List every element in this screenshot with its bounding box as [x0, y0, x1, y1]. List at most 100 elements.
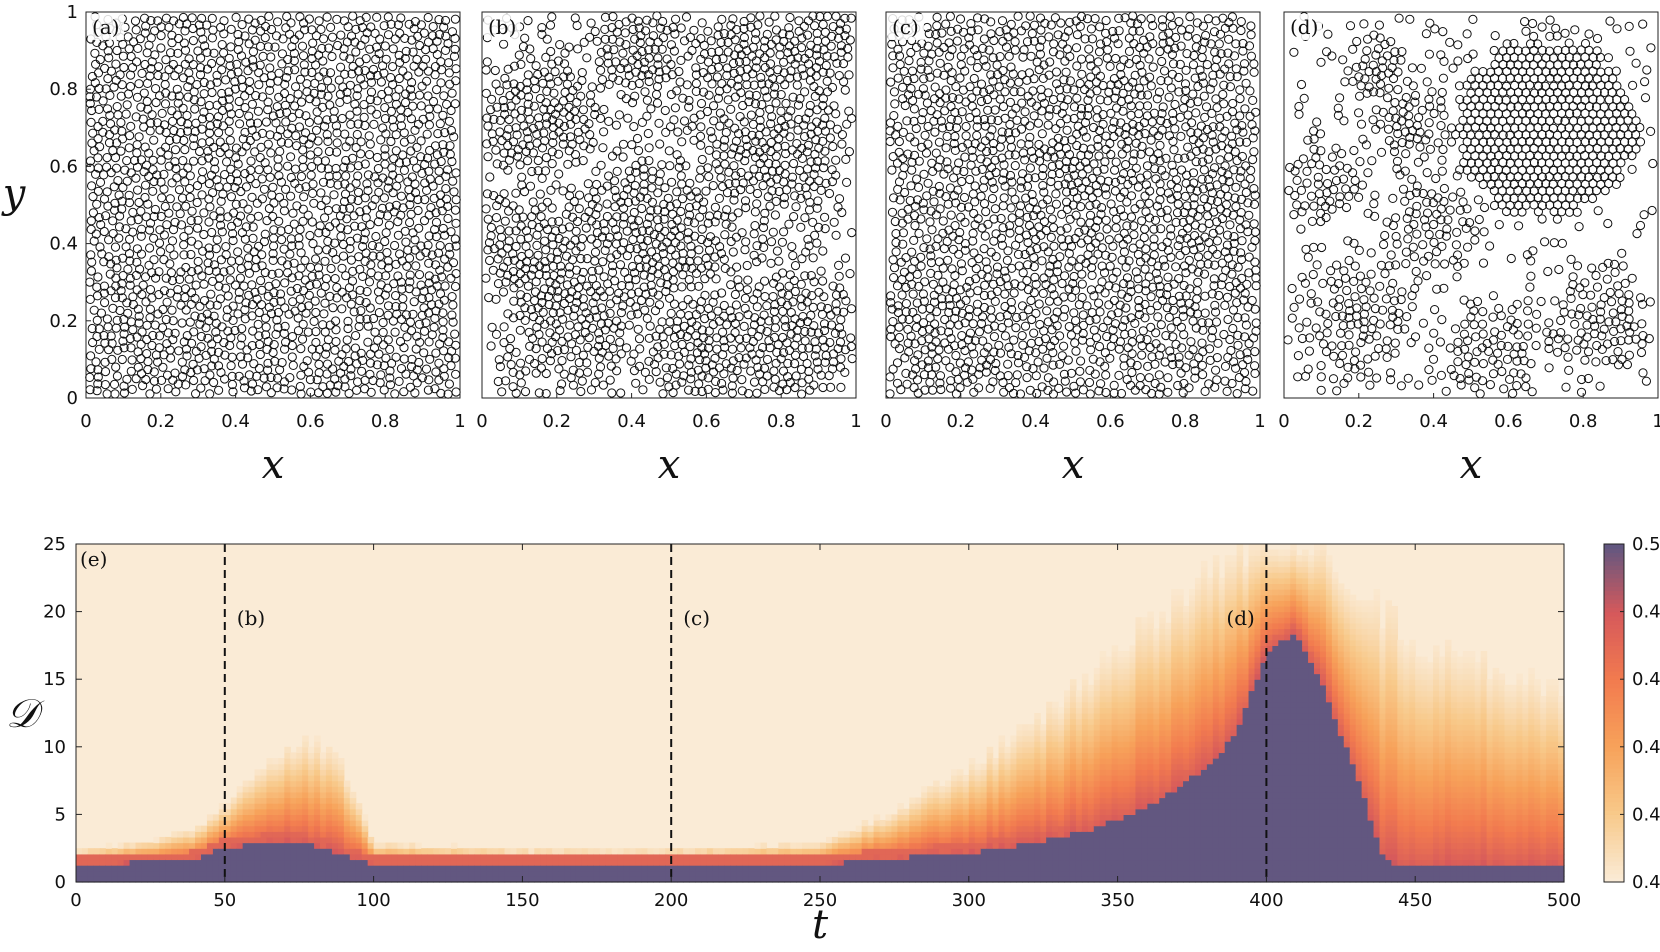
heatmap-cell: [1004, 865, 1012, 872]
heatmap-cell: [1141, 774, 1148, 782]
heatmap-cell: [1278, 842, 1285, 849]
heatmap-cell: [1153, 763, 1160, 770]
heatmap-cell: [361, 865, 369, 872]
heatmap-cell: [927, 831, 934, 838]
heatmap-cell: [552, 859, 559, 866]
heatmap-cell: [1421, 735, 1428, 742]
heatmap-cell: [1349, 774, 1357, 782]
heatmap-cell: [986, 836, 994, 844]
heatmap-cell: [1421, 870, 1428, 877]
heatmap-cell: [1147, 690, 1154, 697]
heatmap-cell: [1177, 605, 1184, 613]
heatmap-cell: [1349, 803, 1357, 810]
heatmap-cell: [968, 758, 976, 765]
heatmap-cell: [1034, 724, 1041, 731]
heatmap-cell: [1171, 690, 1178, 697]
heatmap-cell: [843, 876, 851, 883]
heatmap-cell: [409, 842, 416, 849]
heatmap-cell: [1349, 769, 1357, 776]
heatmap-cell: [373, 842, 381, 849]
heatmap-cell: [391, 842, 399, 849]
heatmap-cell: [302, 853, 309, 861]
heatmap-cell: [1397, 735, 1404, 742]
heatmap-cell: [1206, 848, 1214, 855]
heatmap-cell: [1123, 701, 1131, 708]
heatmap-cell: [695, 859, 702, 866]
heatmap-cell: [1153, 848, 1160, 855]
heatmap-cell: [266, 825, 274, 832]
heatmap-cell: [308, 808, 315, 815]
heatmap-cell: [1415, 701, 1422, 708]
heatmap-cell: [290, 758, 297, 765]
heatmap-cell: [748, 865, 756, 872]
heatmap-cell: [1319, 729, 1327, 737]
heatmap-cell: [367, 853, 375, 861]
heatmap-cell: [1367, 876, 1375, 883]
heatmap-cell: [415, 870, 422, 877]
heatmap-cell: [1373, 724, 1381, 731]
heatmap-cell: [1349, 797, 1357, 804]
heatmap-cell: [1379, 859, 1387, 866]
heatmap-cell: [1331, 791, 1339, 799]
heatmap-cell: [1242, 786, 1250, 793]
heatmap-cell: [1212, 825, 1220, 832]
heatmap-cell: [1242, 729, 1250, 737]
heatmap-cell: [1236, 791, 1244, 799]
heatmap-cell: [980, 820, 988, 827]
heatmap-cell: [814, 865, 821, 872]
heatmap-cell: [1254, 662, 1262, 669]
heatmap-cell: [1260, 673, 1267, 680]
heatmap-cell: [1308, 831, 1315, 838]
heatmap-cell: [1212, 577, 1220, 585]
heatmap-cell: [528, 859, 535, 866]
heatmap-cell: [974, 769, 982, 776]
heatmap-cell: [1421, 763, 1428, 770]
heatmap-cell: [1081, 865, 1089, 872]
heatmap-cell: [1319, 583, 1327, 590]
heatmap-cell: [1212, 696, 1220, 703]
heatmap-cell: [314, 791, 321, 799]
heatmap-cell: [1099, 859, 1107, 866]
heatmap-cell: [1397, 741, 1404, 748]
heatmap-cell: [1355, 673, 1363, 680]
heatmap-cell: [1022, 820, 1029, 827]
heatmap-cell: [1242, 791, 1250, 799]
heatmap-cell: [129, 865, 137, 872]
heatmap-cell: [1266, 786, 1273, 793]
heatmap-cell: [1034, 870, 1041, 877]
heatmap-cell: [1415, 746, 1422, 754]
heatmap-cell: [665, 870, 672, 877]
heatmap-cell: [1272, 718, 1279, 725]
heatmap-cell: [1147, 791, 1154, 799]
heatmap-cell: [998, 814, 1006, 821]
heatmap-cell: [1159, 769, 1166, 776]
heatmap-cell: [189, 836, 196, 844]
heatmap-cell: [195, 825, 202, 832]
heatmap-cell: [302, 752, 309, 759]
heatmap-cell: [1236, 870, 1244, 877]
heatmap-cell: [1403, 696, 1410, 703]
heatmap-cell: [504, 865, 512, 872]
heatmap-cell: [736, 859, 744, 866]
heatmap-cell: [1266, 718, 1273, 725]
heatmap-cell: [1171, 628, 1178, 635]
heatmap-cell: [1296, 713, 1303, 720]
heatmap-cell: [1218, 622, 1226, 630]
heatmap-cell: [1296, 673, 1303, 680]
heatmap-cell: [1266, 583, 1273, 590]
heatmap-cell: [1165, 724, 1172, 731]
heatmap-cell: [1373, 679, 1381, 686]
heatmap-cell: [1266, 774, 1273, 782]
heatmap-cell: [748, 848, 756, 855]
heatmap-cell: [1290, 707, 1297, 714]
heatmap-cell: [302, 820, 309, 827]
heatmap-cell: [1224, 791, 1232, 799]
heatmap-cell: [272, 853, 279, 861]
heatmap-cell: [1331, 848, 1339, 855]
heatmap-cell: [1296, 797, 1303, 804]
heatmap-cell: [1171, 859, 1178, 866]
heatmap-cell: [1337, 735, 1345, 742]
heatmap-cell: [159, 876, 166, 883]
heatmap-cell: [1177, 786, 1184, 793]
heatmap-cell: [1206, 645, 1214, 652]
